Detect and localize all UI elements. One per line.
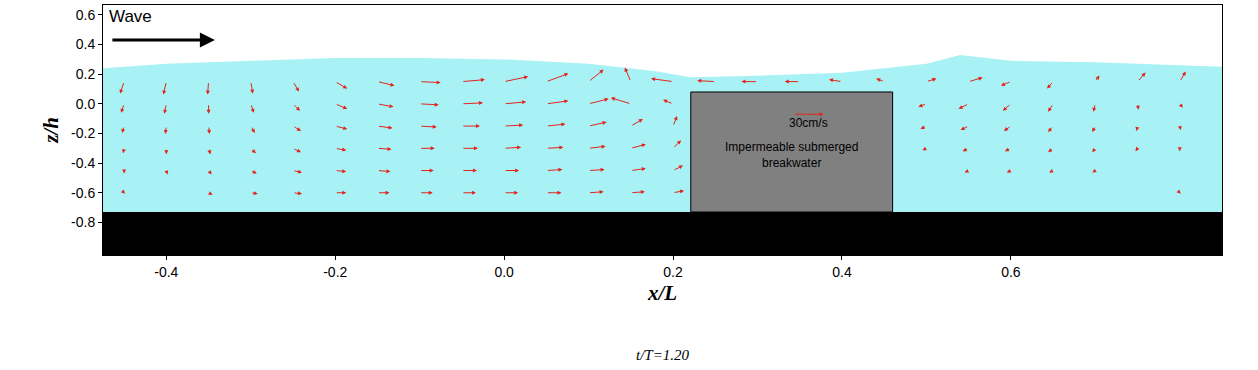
svg-text:30cm/s: 30cm/s — [789, 116, 828, 130]
svg-text:x/L: x/L — [647, 281, 677, 305]
svg-text:0.2: 0.2 — [663, 264, 683, 280]
svg-text:0.6: 0.6 — [76, 7, 96, 23]
svg-text:t/T=1.20: t/T=1.20 — [636, 347, 690, 363]
svg-text:-0.4: -0.4 — [154, 264, 178, 280]
svg-text:0.0: 0.0 — [76, 96, 96, 112]
svg-text:-0.4: -0.4 — [71, 155, 95, 171]
svg-text:0.2: 0.2 — [76, 66, 96, 82]
svg-text:0.0: 0.0 — [494, 264, 514, 280]
svg-text:-0.2: -0.2 — [323, 264, 347, 280]
svg-text:-0.6: -0.6 — [71, 185, 95, 201]
svg-text:0.4: 0.4 — [832, 264, 852, 280]
svg-text:-0.8: -0.8 — [71, 214, 95, 230]
svg-text:Wave: Wave — [109, 7, 152, 26]
svg-text:Impermeable submergedbreakwate: Impermeable submergedbreakwater — [725, 140, 858, 170]
svg-text:z/h: z/h — [39, 117, 63, 144]
svg-text:0.6: 0.6 — [1001, 264, 1021, 280]
svg-text:0.4: 0.4 — [76, 36, 96, 52]
svg-text:-0.2: -0.2 — [71, 125, 95, 141]
